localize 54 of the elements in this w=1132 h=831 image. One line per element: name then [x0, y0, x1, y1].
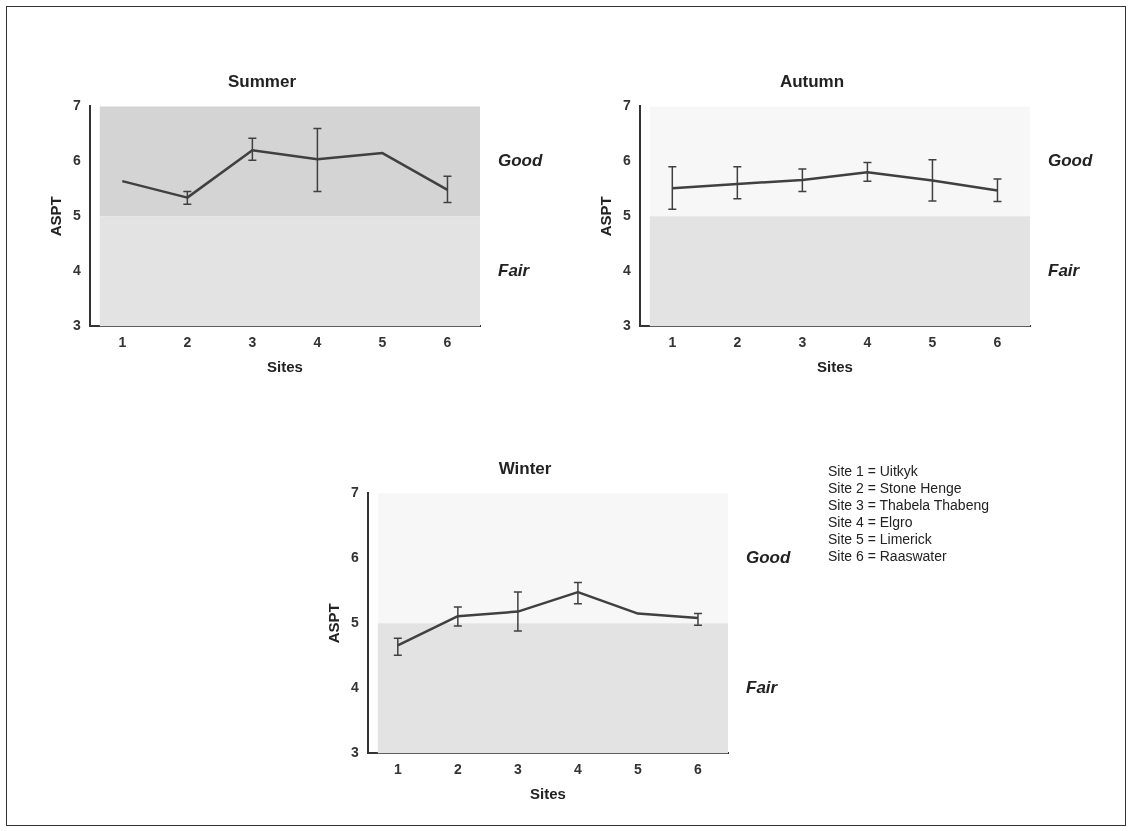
- text: Site 3 = Thabela Thabeng: [828, 497, 989, 514]
- x-tick-label: 1: [668, 334, 677, 351]
- chart-title: Autumn: [779, 71, 845, 91]
- x-axis-title: Sites: [266, 358, 303, 376]
- y-tick-label: 5: [350, 614, 359, 631]
- x-tick-label: 5: [634, 761, 643, 778]
- chart-title: Summer: [227, 71, 297, 91]
- y-tick-label: 5: [72, 207, 81, 224]
- y-tick-label: 4: [622, 262, 631, 279]
- text: Site 2 = Stone Henge: [828, 480, 963, 497]
- x-axis-title: Sites: [816, 358, 853, 376]
- text: Site 5 = Limerick: [828, 531, 933, 548]
- y-tick-label: 7: [622, 97, 631, 114]
- x-tick-label: 2: [453, 761, 462, 778]
- y-tick-label: 6: [72, 152, 81, 169]
- x-tick-label: 3: [513, 761, 522, 778]
- band-label: Fair: [746, 677, 779, 697]
- x-tick-label: 1: [393, 761, 402, 778]
- y-axis-title: ASPT: [597, 196, 615, 237]
- band-label: Good: [746, 548, 791, 568]
- y-tick-label: 5: [622, 207, 631, 224]
- band-label: Good: [498, 151, 543, 171]
- text: Site 6 = Raaswater: [828, 548, 948, 565]
- y-tick-label: 7: [72, 97, 81, 114]
- x-tick-label: 4: [863, 334, 872, 351]
- y-tick-label: 3: [622, 317, 631, 334]
- x-axis-title: Sites: [529, 785, 566, 803]
- x-tick-label: 5: [378, 334, 387, 351]
- y-tick-label: 4: [350, 679, 359, 696]
- y-axis-title: ASPT: [325, 603, 343, 644]
- x-tick-label: 6: [443, 334, 452, 351]
- x-tick-label: 4: [574, 761, 583, 778]
- y-tick-label: 6: [350, 549, 359, 566]
- x-tick-label: 3: [248, 334, 257, 351]
- x-tick-label: 6: [694, 761, 703, 778]
- x-tick-label: 2: [733, 334, 742, 351]
- band-label: Fair: [498, 260, 531, 280]
- text: Site 1 = Uitkyk: [828, 463, 919, 480]
- x-tick-label: 5: [928, 334, 937, 351]
- y-tick-label: 7: [350, 484, 359, 501]
- x-tick-label: 3: [798, 334, 807, 351]
- band-label: Good: [1048, 151, 1093, 171]
- x-tick-label: 2: [183, 334, 192, 351]
- y-axis-title: ASPT: [47, 196, 65, 237]
- y-tick-label: 3: [72, 317, 81, 334]
- x-tick-label: 1: [118, 334, 127, 351]
- x-tick-label: 6: [993, 334, 1002, 351]
- y-tick-label: 3: [350, 744, 359, 761]
- x-tick-label: 4: [313, 334, 322, 351]
- y-tick-label: 6: [622, 152, 631, 169]
- chart-title: Winter: [498, 458, 552, 478]
- text: Site 4 = Elgro: [828, 514, 914, 531]
- y-tick-label: 4: [72, 262, 81, 279]
- band-label: Fair: [1048, 260, 1081, 280]
